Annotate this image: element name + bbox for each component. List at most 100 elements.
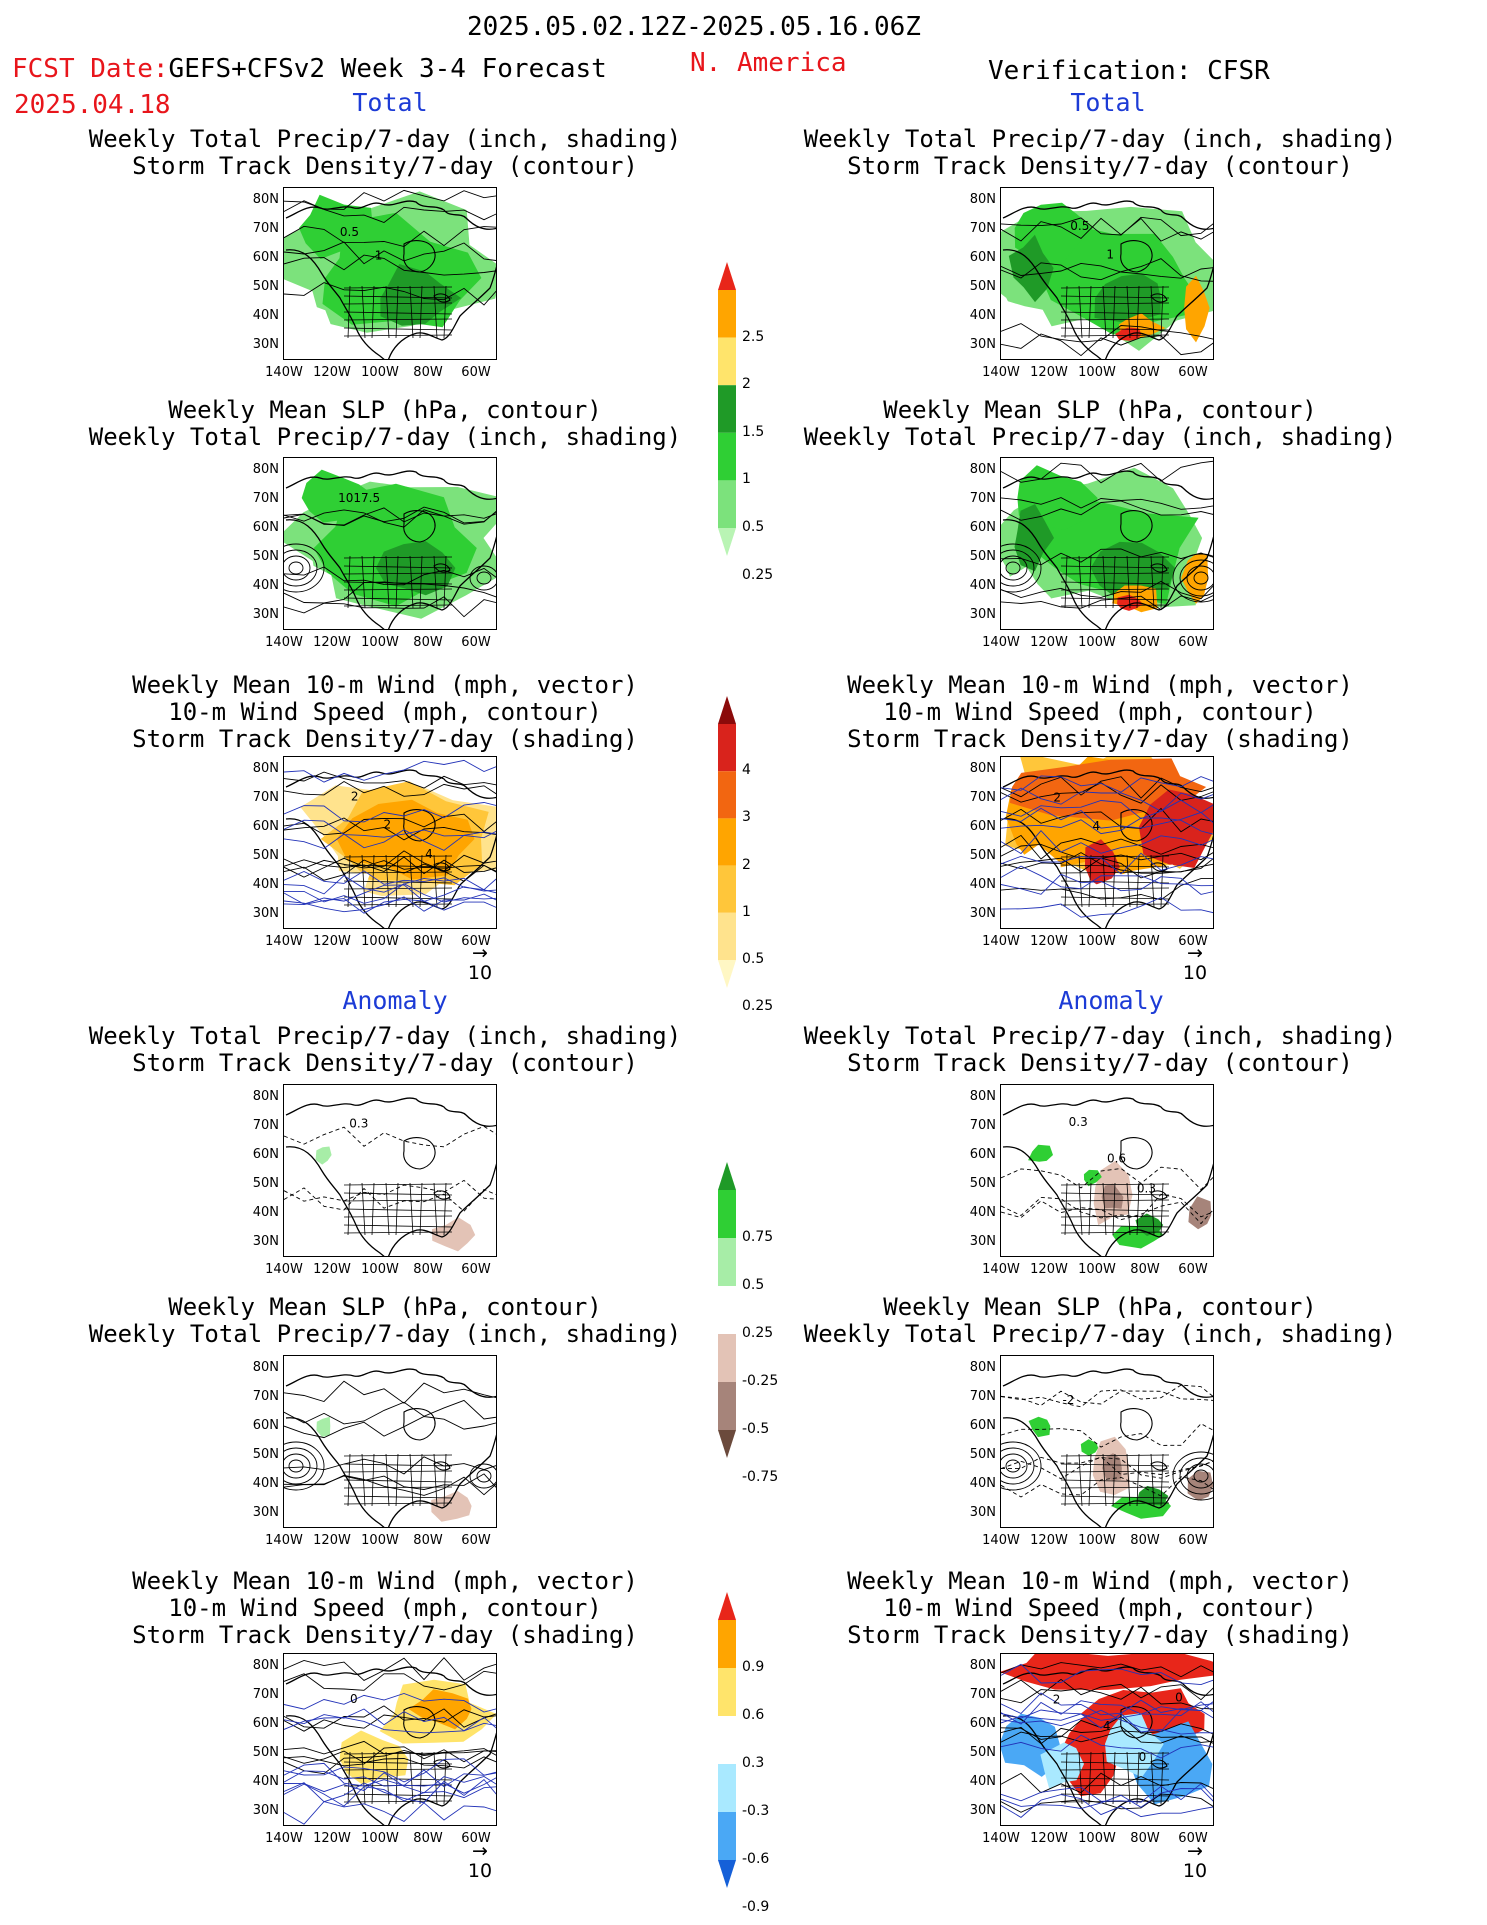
lat-tick-label: 80N [969,1089,996,1104]
contour-label: 4 [1103,1719,1111,1733]
lat-tick-label: 80N [969,462,996,477]
state-border [1150,1182,1155,1236]
shading-region [1028,1416,1051,1438]
contour-line [284,1187,496,1212]
contour-label: 1 [1106,248,1114,262]
lat-tick-label: 50N [252,1176,279,1191]
lat-tick-label: 80N [969,1658,996,1673]
colorbar-label: 0.75 [742,1229,774,1245]
state-border [1078,1182,1083,1236]
state-border [347,1751,351,1805]
contour-line [1001,1166,1213,1191]
map-panel [283,1355,497,1528]
shading-region [1101,1183,1124,1209]
state-border [1064,555,1068,609]
state-border [419,1453,423,1507]
date-range-title: 2025.05.02.12Z-2025.05.16.06Z [467,12,921,42]
lat-tick-label: 50N [969,549,996,564]
map-canvas: -2 [1001,1368,1213,1527]
state-border [1112,1453,1116,1507]
state-border [1060,1768,1170,1771]
isobar [1193,1469,1209,1483]
vector-reference-label: 10 [467,962,493,984]
contour-line [1001,896,1213,918]
map-canvas: 0 [284,1657,496,1825]
isobar [1172,553,1213,603]
map-canvas: 0.3 [284,1097,496,1256]
vf-anomaly-label: Anomaly [1058,986,1164,1015]
state-border [1088,285,1092,339]
colorbar-segment [718,912,736,960]
lon-tick-label: 60W [461,934,491,949]
state-border [361,285,366,339]
state-border [1060,565,1170,569]
contour-line [284,857,496,878]
panel-title-line: Weekly Mean 10-m Wind (mph, vector) [132,671,638,699]
lon-tick-label: 140W [982,1533,1020,1548]
colorbar-cap [718,696,736,724]
shading-region [336,799,475,880]
colorbar-segment [718,290,736,338]
fc-total-label: Total [352,88,428,117]
panel-title-line: Weekly Mean SLP (hPa, contour) [883,1293,1317,1321]
state-border [361,1751,366,1805]
panel-title-line: Weekly Mean 10-m Wind (mph, vector) [132,1567,638,1595]
isobar [284,1441,325,1491]
state-border [343,1224,453,1228]
contour-line [1001,497,1213,510]
state-border [343,295,453,299]
state-border [371,1453,375,1507]
state-border [1126,285,1131,339]
contour-label: 0.5 [340,225,359,239]
lon-tick-label: 100W [361,1533,399,1548]
lat-tick-label: 60N [969,1716,996,1731]
contour-line [1001,595,1213,611]
lon-tick-label: 120W [313,934,351,949]
state-border [347,854,351,908]
contour-label: 0.3 [1137,1181,1156,1195]
lon-tick-label: 60W [1178,1831,1208,1846]
state-border [1060,318,1170,321]
state-border [343,1231,453,1234]
state-border [443,1751,447,1805]
contour-line [284,1399,496,1425]
lon-tick-label: 140W [265,1262,303,1277]
state-border [1060,588,1170,591]
contour-line [1001,873,1213,895]
contour-line [284,225,496,247]
contour-line [1001,1700,1213,1725]
contour-line [1001,216,1213,237]
colorbar-segment [718,1286,736,1334]
colorbar-cap [718,1592,736,1620]
state-border [1160,1453,1164,1507]
lat-tick-label: 30N [969,906,996,921]
colorbar-cap [718,1860,736,1888]
panel-title-line: Storm Track Density/7-day (contour) [847,152,1353,180]
isobar [469,565,496,591]
map-canvas: 0.51 [284,189,496,359]
panel-title-line: Storm Track Density/7-day (contour) [847,1049,1353,1077]
state-border [1160,1182,1164,1236]
colorbar-label: 0.5 [742,1277,765,1293]
state-border [1078,285,1083,339]
colorbar-label: 1 [742,471,751,488]
shading-region [301,469,378,523]
state-border [1060,1777,1170,1781]
lon-tick-label: 100W [1078,1262,1116,1277]
isobar [1001,1441,1042,1491]
state-border [1060,1231,1170,1234]
shading-region [1001,844,1064,928]
isobar [1186,565,1213,591]
contour-label: 2 [384,817,392,831]
lat-tick-label: 40N [969,1774,996,1789]
lat-tick-label: 40N [252,1774,279,1789]
lat-tick-label: 70N [969,491,996,506]
lat-tick-label: 50N [252,848,279,863]
contour-line [1001,460,1213,484]
contour-line [284,1750,496,1769]
lat-tick-label: 40N [969,877,996,892]
contour-line [284,1772,496,1794]
vector-reference-label: 10 [1182,1860,1208,1882]
state-border [343,302,453,305]
